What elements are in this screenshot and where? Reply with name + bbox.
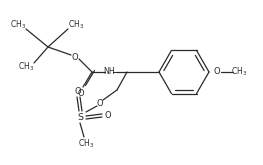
Text: S: S	[77, 113, 83, 121]
Text: O: O	[105, 111, 111, 119]
Text: O: O	[75, 86, 81, 96]
Text: CH$_3$: CH$_3$	[68, 19, 84, 31]
Text: O: O	[78, 88, 84, 98]
Text: CH$_3$: CH$_3$	[78, 138, 94, 150]
Text: NH: NH	[103, 67, 115, 76]
Text: O: O	[214, 67, 220, 77]
Text: CH$_3$: CH$_3$	[10, 19, 26, 31]
Text: O: O	[72, 52, 78, 62]
Text: CH$_3$: CH$_3$	[18, 61, 34, 73]
Text: O: O	[97, 99, 103, 108]
Text: CH$_3$: CH$_3$	[231, 66, 247, 78]
